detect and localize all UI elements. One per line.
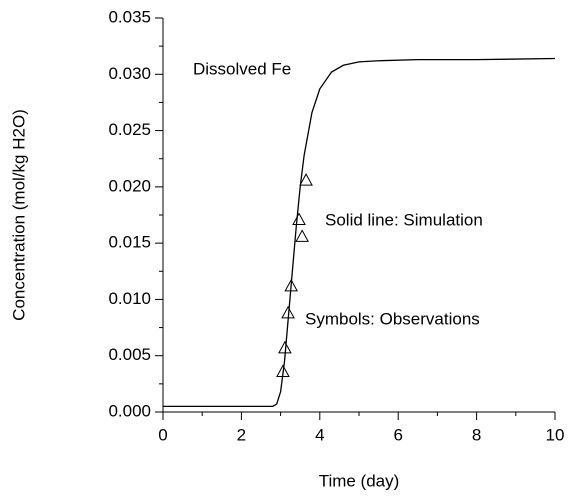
annotation: Solid line: Simulation <box>325 210 483 229</box>
x-tick-label: 2 <box>237 425 246 444</box>
annotation: Symbols: Observations <box>305 309 480 328</box>
x-tick-label: 6 <box>393 425 402 444</box>
y-tick-label: 0.005 <box>108 345 151 364</box>
observation-marker <box>299 173 313 186</box>
x-tick-label: 8 <box>472 425 481 444</box>
observation-marker <box>292 212 306 226</box>
x-axis-label: Time (day) <box>319 471 400 490</box>
simulation-line <box>163 57 556 408</box>
observation-marker <box>276 364 290 377</box>
y-tick-label: 0.025 <box>108 120 151 139</box>
x-tick-label: 4 <box>315 425 324 444</box>
observation-marker <box>295 229 310 242</box>
observation-marker <box>278 340 292 354</box>
y-tick-label: 0.015 <box>108 233 151 252</box>
annotation: Dissolved Fe <box>193 59 291 78</box>
x-tick-label: 0 <box>158 425 167 444</box>
y-tick-label: 0.000 <box>108 401 151 420</box>
y-tick-label: 0.035 <box>108 7 151 26</box>
y-axis-label: Concentration (mol/kg H2O) <box>9 109 28 321</box>
y-tick-label: 0.010 <box>108 289 151 308</box>
observation-marker <box>284 278 299 292</box>
x-tick-label: 10 <box>546 425 565 444</box>
y-tick-label: 0.030 <box>108 64 151 83</box>
observation-marker <box>281 305 295 319</box>
y-tick-label: 0.020 <box>108 176 151 195</box>
